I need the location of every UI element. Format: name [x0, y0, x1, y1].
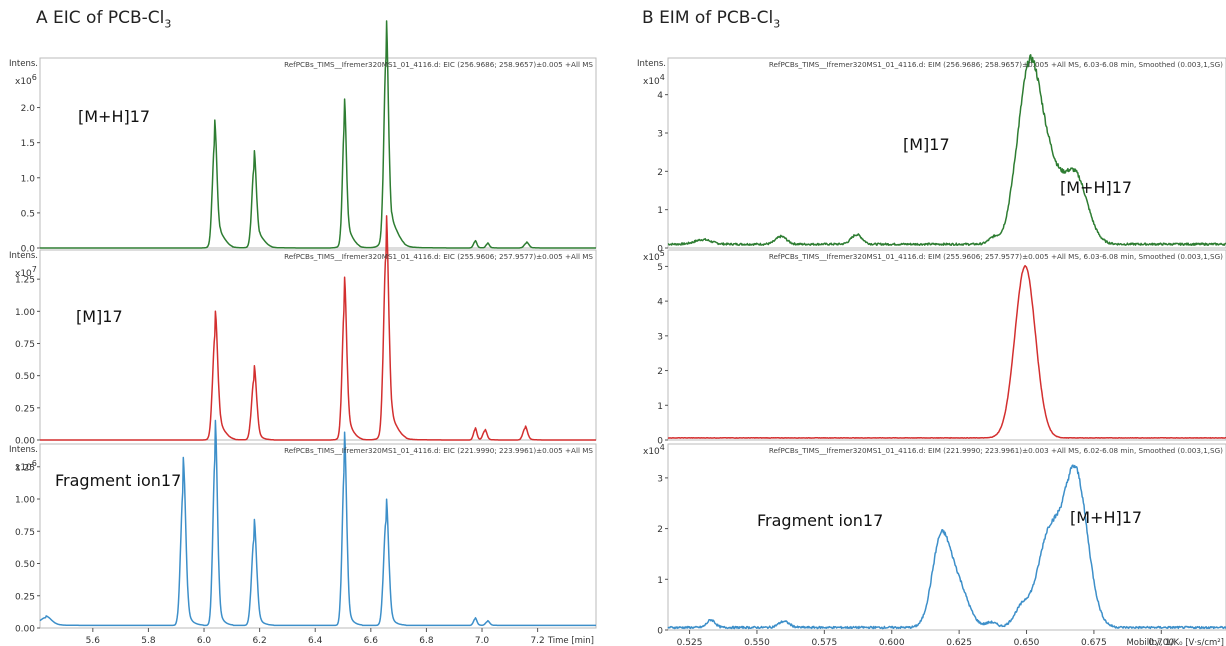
x-tick-label: 6.2	[252, 636, 266, 646]
x-tick-label: 6.0	[197, 636, 212, 646]
y-tick-label: 0.25	[15, 404, 35, 414]
trace-header: RefPCBs_TIMS__Ifremer320MS1_01_4116.d: E…	[769, 60, 1223, 69]
y-tick-label: 0.5	[21, 209, 35, 219]
y-tick-label: 1	[657, 206, 663, 216]
y-tick-label: 0	[657, 437, 663, 447]
panel-b-title-text: B EIM of PCB-Cl	[642, 8, 774, 28]
y-tick-label: 0.50	[15, 560, 35, 570]
x-tick-label: 0.675	[1081, 638, 1107, 646]
plot-frame	[667, 57, 1226, 249]
y-multiplier: x104	[643, 73, 665, 87]
y-tick-label: 1	[657, 576, 663, 586]
intens-label: Intens.	[9, 445, 38, 455]
y-multiplier: x107	[15, 265, 37, 279]
y-tick-label: 2	[657, 168, 663, 178]
y-tick-label: 0	[657, 627, 663, 637]
series-line-blue	[39, 419, 597, 627]
x-tick-label: 5.6	[86, 636, 101, 646]
subplot-b-3	[665, 443, 1226, 634]
subplot-a-1	[37, 20, 597, 249]
y-tick-label: 0.75	[15, 340, 35, 350]
undefined: Fragment ion17	[55, 471, 181, 490]
x-tick-label: 6.4	[308, 636, 323, 646]
undefined: [M+H]17	[1060, 178, 1132, 197]
trace-header: RefPCBs_TIMS__Ifremer320MS1_01_4116.d: E…	[284, 60, 593, 69]
x-tick-label: 6.6	[364, 636, 379, 646]
x-tick-label: 0.550	[744, 638, 770, 646]
subplot-a-3	[37, 419, 597, 632]
subplot-a-2	[37, 215, 597, 441]
panel-b-title: B EIM of PCB-Cl3	[642, 8, 780, 30]
panel-a-title: A EIC of PCB-Cl3	[36, 8, 171, 30]
y-tick-label: 4	[657, 91, 663, 101]
y-tick-label: 1	[657, 402, 663, 412]
undefined: [M]17	[903, 135, 950, 154]
y-tick-label: 1.0	[21, 174, 36, 184]
x-tick-label: 0.650	[1014, 638, 1040, 646]
y-tick-label: 0.0	[21, 245, 36, 255]
series-line-blue	[667, 464, 1226, 630]
intens-label: Intens.	[637, 59, 666, 69]
undefined: Fragment ion17	[757, 511, 883, 530]
plot-frame	[39, 443, 597, 629]
x-tick-label: 0.600	[879, 638, 905, 646]
subplot-b-1	[665, 54, 1226, 249]
x-tick-label: 0.525	[677, 638, 703, 646]
undefined: [M+H]17	[1070, 508, 1142, 527]
y-tick-label: 3	[657, 332, 663, 342]
y-tick-label: 0.75	[15, 528, 35, 538]
undefined: [M+H]17	[78, 107, 150, 126]
series-line-green	[39, 20, 597, 249]
x-tick-label: 6.8	[419, 636, 434, 646]
intens-label: Intens.	[9, 59, 38, 69]
y-tick-label: 0	[657, 245, 663, 255]
x-tick-label: 0.575	[811, 638, 837, 646]
y-tick-label: 1.25	[15, 276, 35, 286]
y-tick-label: 0.25	[15, 592, 35, 602]
plot-frame	[667, 249, 1226, 441]
y-tick-label: 5	[657, 263, 663, 273]
plot-frame	[39, 249, 597, 441]
plot-frame	[39, 57, 597, 249]
panel-b-title-sub: 3	[773, 17, 781, 31]
panel-a-title-text: A EIC of PCB-Cl	[36, 8, 165, 28]
y-tick-label: 2	[657, 367, 663, 377]
subplot-b-2	[665, 249, 1226, 441]
undefined: [M]17	[76, 307, 123, 326]
trace-header: RefPCBs_TIMS__Ifremer320MS1_01_4116.d: E…	[769, 446, 1223, 455]
trace-header: RefPCBs_TIMS__Ifremer320MS1_01_4116.d: E…	[769, 252, 1223, 261]
y-tick-label: 2.0	[21, 104, 36, 114]
y-tick-label: 0.50	[15, 372, 35, 382]
y-multiplier: x104	[643, 443, 665, 457]
x-tick-label: 5.8	[141, 636, 156, 646]
y-tick-label: 1.00	[15, 496, 35, 506]
intens-label: Intens.	[9, 251, 38, 261]
y-tick-label: 1.5	[21, 139, 35, 149]
series-line-green	[667, 54, 1226, 246]
series-line-red	[667, 264, 1226, 439]
y-tick-label: 3	[657, 474, 663, 484]
x-axis-label: Time [min]	[547, 636, 594, 646]
x-tick-label: 0.625	[946, 638, 972, 646]
y-tick-label: 4	[657, 298, 663, 308]
y-tick-label: 2	[657, 525, 663, 535]
y-multiplier: x105	[643, 249, 665, 263]
x-tick-label: 0.700	[1148, 638, 1174, 646]
x-axis-label: Mobility, 1/K₀ [V·s/cm²]	[1126, 638, 1224, 646]
panel-a-title-sub: 3	[164, 17, 172, 31]
series-line-red	[39, 215, 597, 441]
trace-header: RefPCBs_TIMS__Ifremer320MS1_01_4116.d: E…	[284, 446, 593, 455]
y-tick-label: 0.00	[15, 437, 35, 447]
x-tick-label: 7.2	[530, 636, 544, 646]
y-multiplier: x106	[15, 73, 37, 87]
y-tick-label: 1.00	[15, 308, 35, 318]
plot-frame	[667, 443, 1226, 631]
trace-header: RefPCBs_TIMS__Ifremer320MS1_01_4116.d: E…	[284, 252, 593, 261]
x-tick-label: 7.0	[475, 636, 490, 646]
y-tick-label: 3	[657, 130, 663, 140]
y-tick-label: 0.00	[15, 625, 35, 635]
y-multiplier: x106	[15, 459, 37, 473]
y-tick-label: 1.25	[15, 463, 35, 473]
